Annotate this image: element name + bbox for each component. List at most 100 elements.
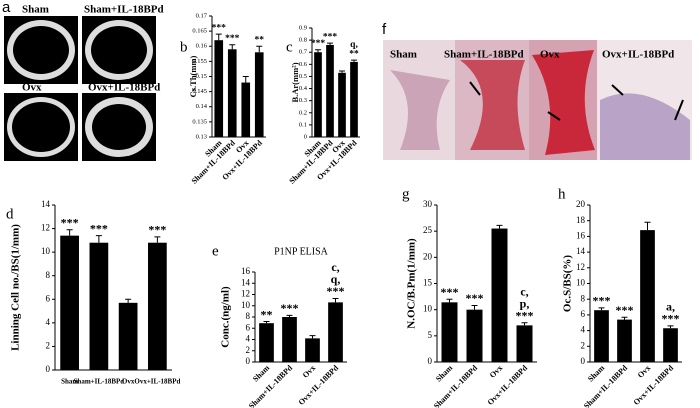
significance: ** bbox=[261, 307, 273, 321]
panel-letter: b bbox=[180, 39, 188, 55]
significance: c, bbox=[520, 285, 528, 299]
error-bar bbox=[256, 45, 263, 53]
y-tick-label: 0.17 bbox=[196, 12, 208, 19]
y-axis-title: Oc.S/BS(%) bbox=[562, 255, 574, 312]
x-tick-label: Ovx+IL-18BPd bbox=[134, 378, 180, 386]
x-tick-label: Ovx bbox=[301, 363, 317, 379]
y-tick-label: 4 bbox=[46, 317, 51, 327]
x-tick-label: Sham bbox=[586, 363, 606, 383]
y-axis-title: B.Ar(mm²) bbox=[290, 62, 300, 102]
error-bar bbox=[598, 307, 605, 311]
panel-letter: c bbox=[286, 39, 293, 55]
significance: *** bbox=[466, 291, 484, 305]
bar bbox=[89, 242, 109, 370]
error-bar bbox=[242, 76, 249, 83]
bar bbox=[314, 52, 322, 137]
significance: *** bbox=[616, 303, 634, 317]
y-tick-label: 6 bbox=[246, 322, 251, 332]
bar bbox=[594, 310, 609, 362]
significance: *** bbox=[516, 309, 534, 323]
significance: ** bbox=[349, 49, 359, 59]
y-tick-label: 20 bbox=[576, 199, 586, 209]
significance: *** bbox=[327, 284, 345, 298]
bar bbox=[118, 302, 138, 370]
y-tick-label: 0 bbox=[246, 356, 251, 366]
y-tick-label: 8 bbox=[246, 311, 251, 321]
image-caption: Ovx+IL-18BPd bbox=[88, 82, 160, 94]
y-tick-label: 4 bbox=[246, 334, 251, 344]
y-axis-title: Linning Cell no./BS(1/mm) bbox=[10, 224, 22, 351]
y-tick-label: 0.13 bbox=[196, 133, 207, 140]
error-bar bbox=[309, 335, 316, 339]
image-caption: Ovx bbox=[540, 49, 560, 61]
y-tick-label: 30 bbox=[423, 199, 433, 209]
bar bbox=[305, 338, 320, 362]
bar bbox=[338, 72, 346, 137]
significance: q, bbox=[331, 272, 341, 286]
y-tick-label: 12 bbox=[241, 289, 250, 299]
x-tick-label: Ovx bbox=[636, 363, 652, 379]
y-tick-label: 10 bbox=[576, 278, 586, 288]
significance: q, bbox=[350, 40, 358, 50]
error-bar bbox=[66, 229, 73, 236]
y-tick-label: 0.145 bbox=[192, 88, 207, 95]
bar bbox=[466, 309, 483, 362]
error-bar bbox=[471, 304, 478, 310]
bar bbox=[241, 82, 251, 137]
y-tick-label: 0.155 bbox=[192, 58, 207, 65]
bar bbox=[640, 230, 655, 362]
significance: *** bbox=[90, 221, 108, 235]
y-axis-title: N.OC/B.Pm(1/mm) bbox=[406, 238, 418, 329]
y-tick-label: 20 bbox=[423, 251, 433, 261]
error-bar bbox=[215, 33, 222, 41]
error-bar bbox=[286, 314, 293, 317]
chart-title: P1NP ELISA bbox=[274, 246, 329, 257]
y-tick-label: 14 bbox=[576, 246, 586, 256]
y-tick-label: 0.3 bbox=[299, 97, 307, 104]
y-tick-label: 0.135 bbox=[192, 118, 207, 125]
y-tick-label: 0 bbox=[304, 133, 307, 140]
x-tick-label: Sham+IL-18BPd bbox=[74, 378, 125, 386]
bar bbox=[227, 49, 237, 137]
y-tick-label: 0.2 bbox=[299, 109, 307, 116]
x-tick-label: Sham bbox=[434, 363, 454, 383]
y-axis-title: Conc.(ng/ml) bbox=[220, 286, 232, 348]
error-bar bbox=[644, 221, 651, 231]
significance: ** bbox=[255, 35, 265, 45]
y-tick-label: 0.7 bbox=[299, 49, 308, 56]
image-caption: Sham+IL-18BPd bbox=[84, 4, 164, 16]
y-tick-label: 0.14 bbox=[196, 103, 208, 110]
error-bar bbox=[125, 298, 132, 303]
error-bar bbox=[496, 224, 503, 229]
error-bar bbox=[154, 236, 161, 243]
significance: *** bbox=[225, 34, 240, 44]
y-tick-label: 0.165 bbox=[192, 28, 207, 35]
x-tick-label: Sham bbox=[61, 378, 78, 386]
bar bbox=[254, 52, 264, 137]
y-tick-label: 15 bbox=[423, 278, 433, 288]
y-tick-label: 2 bbox=[581, 340, 586, 350]
y-tick-label: 14 bbox=[241, 277, 251, 287]
bar bbox=[441, 302, 458, 362]
bar bbox=[60, 235, 79, 370]
y-tick-label: 6 bbox=[581, 309, 586, 319]
error-bar bbox=[667, 325, 674, 329]
bar bbox=[617, 319, 632, 362]
y-tick-label: 0.5 bbox=[299, 73, 307, 80]
y-tick-label: 4 bbox=[581, 325, 586, 335]
error-bar bbox=[332, 297, 339, 303]
histology-images bbox=[383, 40, 692, 160]
panel-letter: a bbox=[2, 0, 11, 16]
panel-letter: h bbox=[558, 186, 566, 202]
y-tick-label: 12 bbox=[41, 223, 50, 233]
y-tick-label: 0.1 bbox=[299, 121, 307, 128]
bar bbox=[328, 302, 343, 362]
bar bbox=[350, 61, 358, 137]
x-tick-label: Sham+IL-18BPd bbox=[432, 363, 480, 408]
significance: *** bbox=[148, 223, 166, 237]
bar bbox=[326, 44, 334, 138]
y-tick-label: 2 bbox=[246, 345, 251, 355]
error-bar bbox=[315, 49, 321, 53]
bar bbox=[516, 325, 533, 362]
